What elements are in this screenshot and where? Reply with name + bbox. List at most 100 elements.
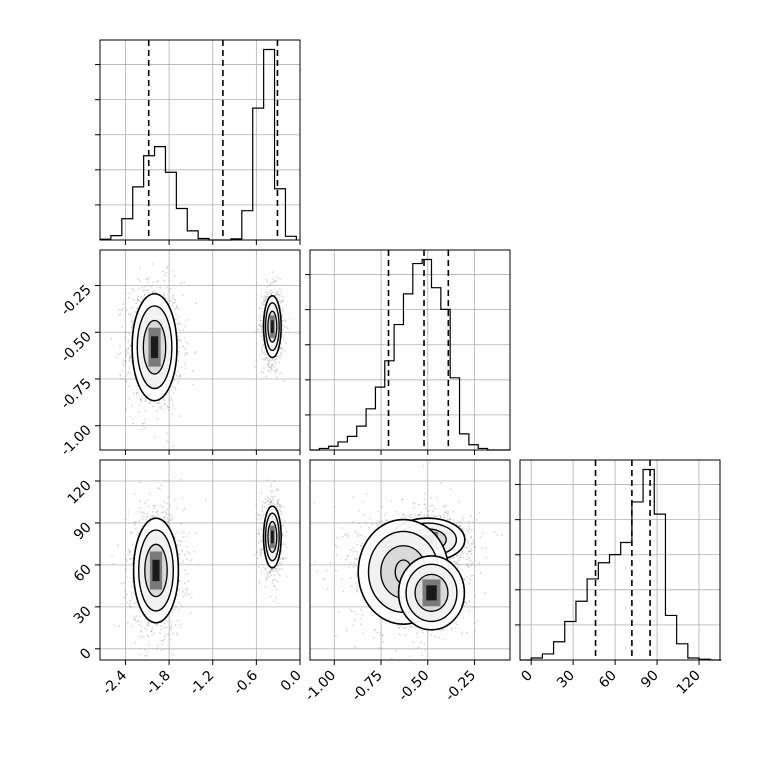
sample-point [285,557,287,560]
sample-point [277,293,279,296]
sample-point [185,535,188,538]
sample-point [177,323,180,326]
sample-point [170,396,173,399]
sample-point [162,511,165,513]
sample-point [137,278,140,281]
sample-point [165,286,168,289]
sample-point [462,516,465,518]
sample-point [466,558,468,561]
sample-point [264,568,267,571]
sample-point [269,570,272,573]
sample-point [137,299,139,301]
sample-point [277,602,279,605]
sample-point [271,568,273,571]
sample-point [139,481,142,484]
sample-point [266,479,269,482]
sample-point [130,320,133,323]
sample-point [148,625,150,627]
sample-point [271,358,274,361]
sample-point [272,281,275,284]
sample-point [154,504,157,507]
sample-point [268,284,271,287]
sample-point [279,288,281,290]
sample-point [181,605,183,608]
sample-point [260,308,263,310]
sample-point [268,504,270,506]
sample-point [126,576,129,579]
sample-point [186,557,189,560]
sample-point [176,619,179,622]
sample-point [258,307,261,309]
sample-point [449,488,452,490]
sample-point [471,543,473,546]
sample-point [140,428,143,431]
sample-point [172,654,175,657]
sample-point [265,576,268,579]
sample-point [261,349,264,352]
sample-point [467,520,470,523]
sample-point [346,630,348,632]
sample-point [126,593,128,596]
sample-point [139,267,142,270]
sample-point [274,294,277,297]
sample-point [137,619,140,622]
sample-point [165,271,168,274]
sample-point [156,511,158,514]
sample-point [166,405,169,407]
sample-point [260,347,263,350]
sample-point [165,633,168,636]
sample-point [172,385,174,388]
sample-point [122,303,124,305]
sample-point [266,358,268,360]
sample-point [380,520,383,523]
sample-point [402,516,405,519]
sample-point [139,615,141,618]
scatter-panel-0 [99,249,301,451]
sample-point [124,361,127,364]
sample-point [177,315,180,318]
sample-point [153,632,156,635]
sample-point [124,292,127,294]
sample-point [466,529,469,532]
sample-point [265,501,268,504]
sample-point [354,558,357,560]
sample-point [266,280,269,283]
sample-point [177,539,179,542]
sample-point [177,382,179,385]
sample-point [456,561,459,563]
sample-point [147,623,150,626]
sample-point [413,503,416,505]
sample-point [157,402,160,404]
sample-point [280,351,282,354]
sample-point [148,277,150,279]
sample-point [280,346,282,349]
sample-point [282,505,285,508]
sample-point [171,404,174,406]
sample-point [127,548,130,551]
sample-point [146,654,148,657]
sample-point [423,515,426,518]
sample-point [359,617,362,620]
sample-point [147,635,150,638]
sample-point [385,511,388,514]
sample-point [150,285,153,288]
sample-point [126,602,129,604]
hist-panel-0 [95,39,301,241]
sample-point [276,570,279,573]
sample-point [276,291,279,294]
sample-point [166,440,168,443]
sample-point [279,505,282,507]
sample-point [397,513,400,515]
sample-point [467,528,470,531]
sample-point [460,553,463,555]
sample-point [140,630,143,633]
sample-point [271,364,273,367]
sample-point [182,345,185,348]
sample-point [184,367,187,370]
sample-point [162,398,165,401]
sample-point [194,532,197,535]
sample-point [143,654,146,657]
sample-point [175,318,177,321]
sample-point [270,367,273,370]
sample-point [171,412,173,415]
